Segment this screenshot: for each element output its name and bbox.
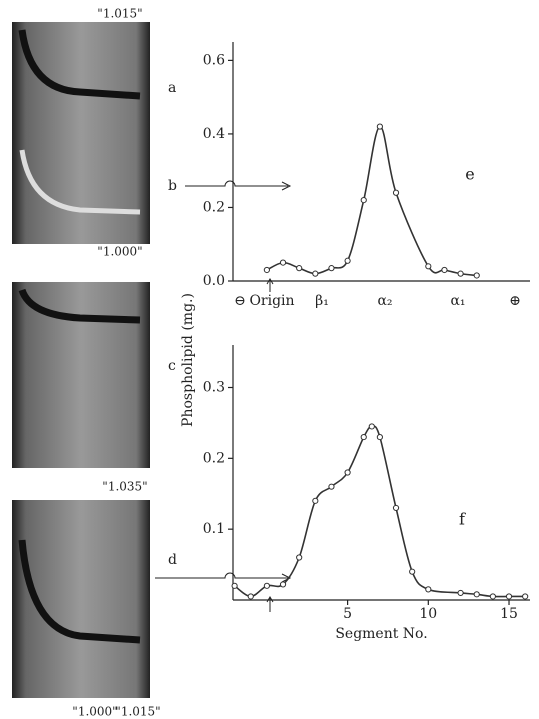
panel-label: e [465, 165, 474, 184]
zone-label: ⊕ [509, 293, 521, 309]
data-point [296, 265, 303, 272]
panel-label: f [459, 510, 466, 529]
data-point [312, 497, 319, 504]
y-tick-label: 0.0 [203, 273, 225, 289]
data-point [344, 469, 351, 476]
photo [12, 22, 150, 244]
y-tick-label: 0.2 [203, 450, 225, 466]
zone-label: ⊖ [234, 293, 246, 309]
data-point [473, 272, 480, 279]
data-point [457, 589, 464, 597]
data-point [376, 123, 383, 130]
data-point [360, 197, 367, 204]
band [18, 539, 141, 644]
band [19, 149, 141, 215]
zone-label: Origin [249, 293, 294, 309]
data-point [263, 582, 270, 589]
pointer-arrows [155, 180, 292, 612]
density-label: "1.015" [115, 705, 160, 719]
data-point [473, 591, 480, 598]
photos [12, 22, 150, 698]
data-point [376, 433, 383, 441]
data-point [328, 483, 335, 490]
data-point [409, 568, 416, 575]
x-tick-label: 10 [419, 606, 437, 622]
data-point [489, 593, 496, 600]
density-label: "1.035" [102, 480, 147, 494]
data-point [441, 266, 448, 274]
y-axis-label: Phospholipid (mg.) [180, 293, 196, 427]
photo-label: c [168, 358, 176, 374]
data-point [328, 265, 335, 272]
photo-label: d [168, 552, 177, 568]
data-point [505, 593, 513, 600]
zone-label: β₁ [315, 293, 329, 309]
band [18, 288, 141, 324]
data-point [263, 266, 270, 274]
y-tick-label: 0.4 [203, 126, 225, 142]
density-label: "1.015" [97, 7, 142, 21]
data-line [234, 425, 526, 598]
data-point [279, 259, 287, 266]
data-point [392, 504, 400, 512]
data-point [368, 423, 375, 430]
y-tick-label: 0.2 [203, 199, 225, 215]
photo-label: b [168, 178, 177, 194]
data-point [231, 582, 238, 589]
photo [12, 282, 150, 468]
zone-label: α₂ [377, 293, 392, 309]
data-line [266, 125, 477, 277]
band [18, 29, 141, 100]
zone-label: α₁ [450, 293, 465, 309]
data-point [457, 270, 464, 277]
data-point [425, 263, 432, 270]
data-point [296, 554, 303, 561]
x-axis-label: Segment No. [335, 626, 427, 642]
x-tick-label: 5 [343, 606, 352, 622]
data-point [312, 270, 319, 277]
data-point [247, 593, 254, 600]
data-point [425, 586, 432, 593]
data-point [279, 581, 287, 588]
x-tick-label: 15 [500, 606, 518, 622]
density-label: "1.000" [97, 245, 142, 259]
data-point [344, 257, 351, 264]
data-point [360, 433, 367, 441]
density-label: "1.000" [72, 705, 117, 719]
photo-label: a [168, 80, 176, 96]
data-point [522, 593, 529, 600]
y-tick-label: 0.1 [203, 521, 225, 537]
y-tick-label: 0.3 [203, 380, 225, 396]
y-tick-label: 0.6 [203, 52, 225, 68]
data-point [392, 189, 400, 196]
